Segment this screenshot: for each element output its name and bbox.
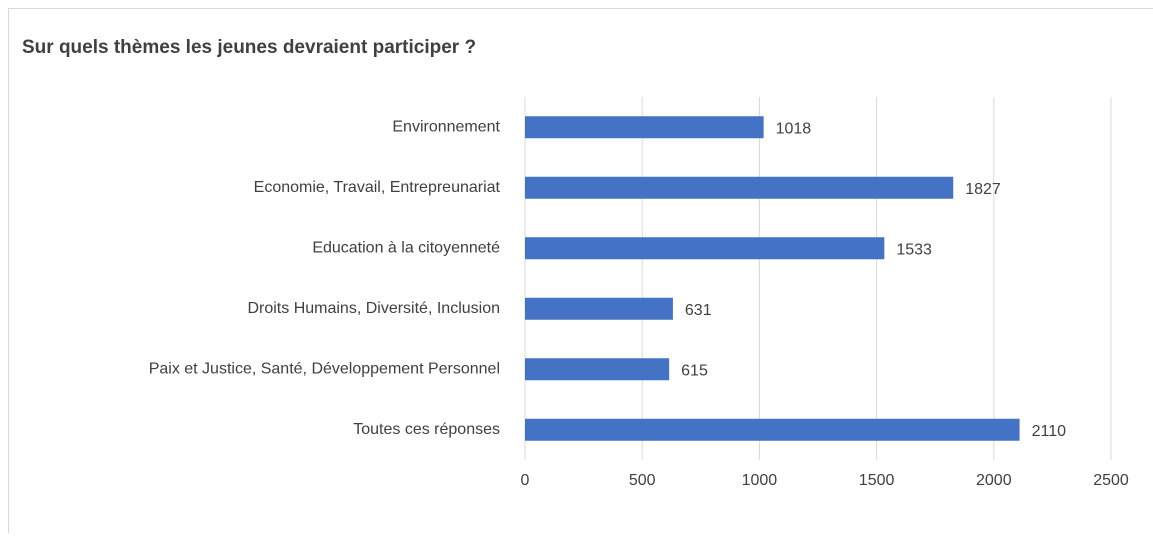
x-tick-label: 2000 bbox=[976, 472, 1012, 489]
x-tick-label: 2500 bbox=[1093, 472, 1129, 489]
data-label: 631 bbox=[685, 302, 712, 319]
y-tick-label: Environnement bbox=[392, 118, 500, 135]
bar bbox=[525, 237, 884, 259]
chart-title: Sur quels thèmes les jeunes devraient pa… bbox=[22, 37, 476, 58]
chart-frame bbox=[9, 9, 1153, 534]
x-tick-label: 500 bbox=[629, 472, 656, 489]
x-tick-label: 1000 bbox=[742, 472, 778, 489]
bar bbox=[525, 177, 953, 199]
y-tick-label: Economie, Travail, Entrepreunariat bbox=[254, 179, 501, 196]
y-tick-label: Droits Humains, Diversité, Inclusion bbox=[247, 300, 500, 317]
bar bbox=[525, 116, 764, 138]
bar bbox=[525, 298, 673, 320]
x-tick-label: 1500 bbox=[859, 472, 895, 489]
x-tick-label: 0 bbox=[521, 472, 530, 489]
y-tick-label: Education à la citoyenneté bbox=[312, 239, 500, 256]
data-label: 615 bbox=[681, 362, 708, 379]
y-tick-label: Paix et Justice, Santé, Développement Pe… bbox=[149, 360, 500, 377]
data-label: 1018 bbox=[776, 120, 812, 137]
data-label: 1533 bbox=[896, 241, 932, 258]
data-label: 1827 bbox=[965, 181, 1001, 198]
data-label: 2110 bbox=[1032, 423, 1067, 440]
bar bbox=[525, 358, 669, 380]
y-tick-label: Toutes ces réponses bbox=[353, 421, 500, 438]
bar bbox=[525, 419, 1020, 441]
